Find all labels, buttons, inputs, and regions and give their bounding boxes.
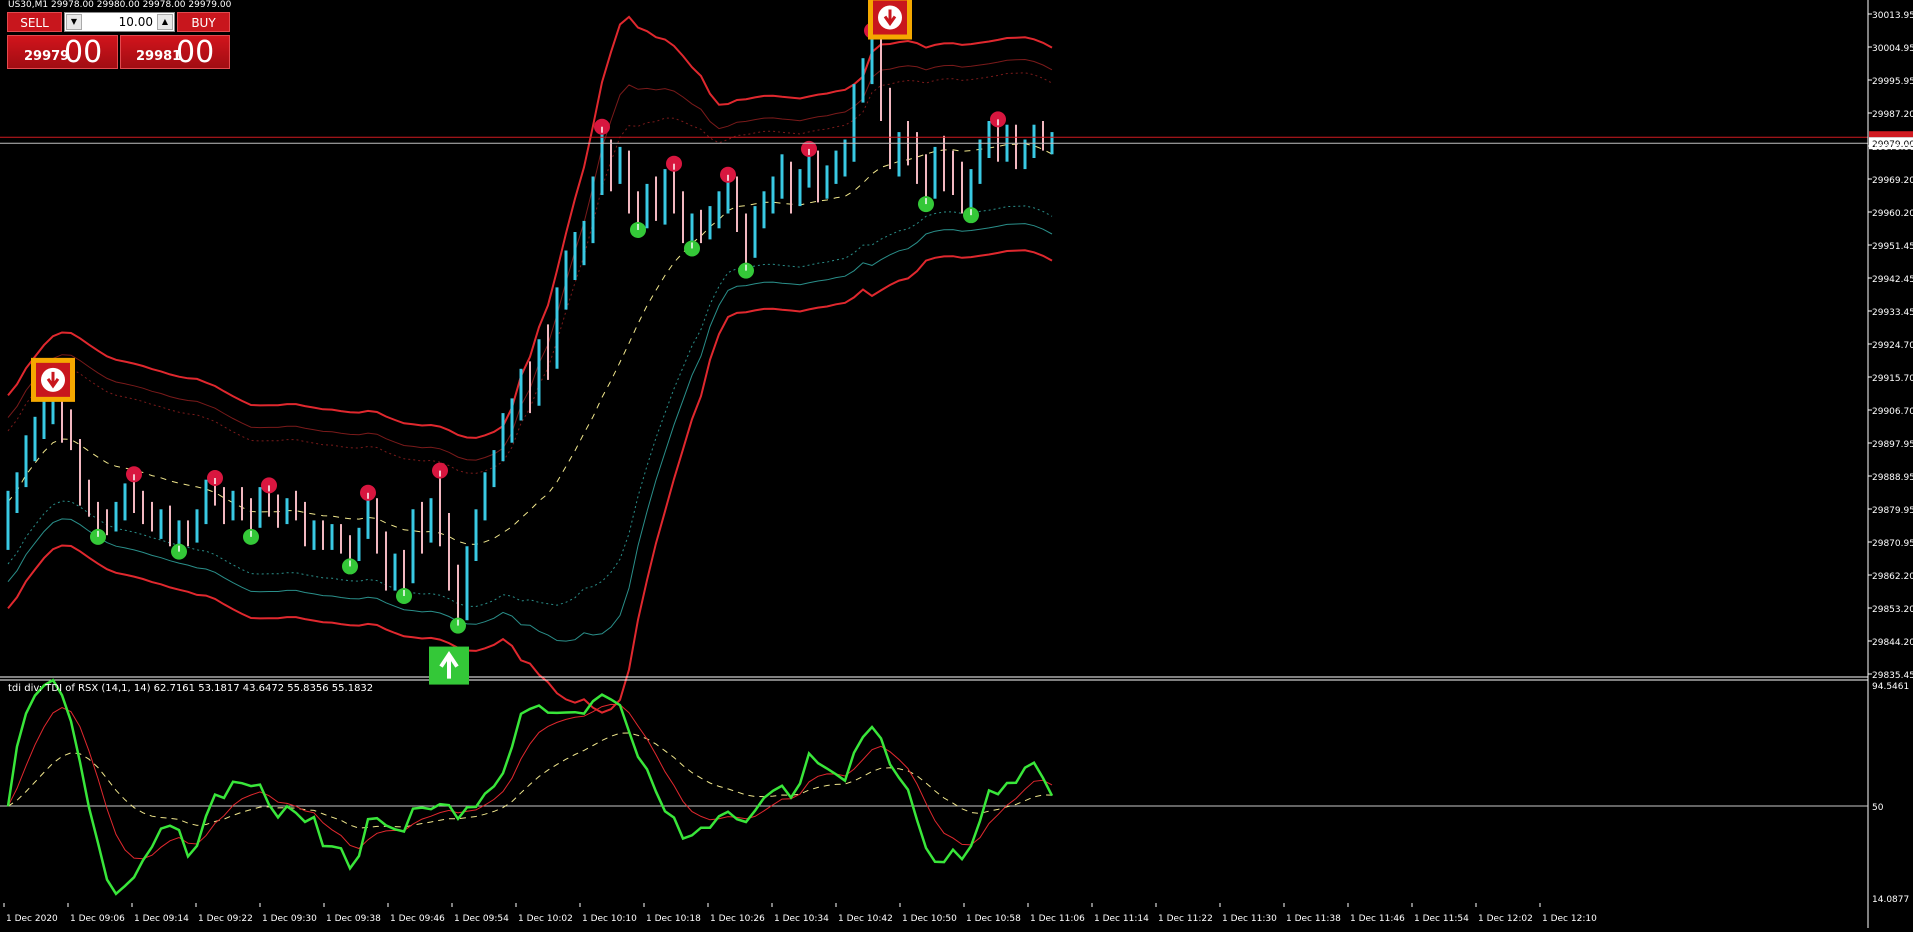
time-axis-label: 1 Dec 10:58 [966, 914, 1021, 924]
lot-size-field[interactable]: ▼ 10.00 ▲ [64, 12, 175, 32]
time-axis-label: 1 Dec 10:50 [902, 914, 957, 924]
time-axis-label: 1 Dec 10:02 [518, 914, 573, 924]
indicator-axis-top: 94.5461 [1872, 682, 1909, 692]
time-axis-label: 1 Dec 09:06 [70, 914, 125, 924]
current-price-label: 29979.00 [1872, 140, 1913, 150]
price-axis-label: 30013.95 [1872, 11, 1913, 21]
lower-band-dotted [7, 205, 1053, 608]
price-axis-label: 29862.20 [1872, 572, 1913, 582]
time-axis-label: 1 Dec 12:10 [1542, 914, 1597, 924]
price-axis: 30013.95 30004.95 29995.95 29987.20 29979.00… [1867, 0, 1913, 928]
price-axis-label: 29933.45 [1872, 308, 1913, 318]
one-click-trading-panel: SELL ▼ 10.00 ▲ BUY 29979 00 29981 00 [7, 10, 230, 70]
lower-band-teal [7, 223, 1053, 642]
tdi-price-line [6, 678, 1054, 896]
price-axis-label: 30004.95 [1872, 44, 1913, 54]
time-axis-label: 1 Dec 11:06 [1030, 914, 1085, 924]
upper-band-outer [7, 15, 1053, 439]
time-axis-label: 1 Dec 10:18 [646, 914, 701, 924]
price-axis-label: 29915.70 [1872, 374, 1913, 384]
sell-arrow-icon [46, 371, 60, 389]
buy-price-main: 29981 [136, 49, 182, 64]
indicator-window: 94.5461 50 14.0877 [0, 678, 1909, 905]
time-axis-label: 1 Dec 09:30 [262, 914, 317, 924]
time-axis-label: 1 Dec 11:46 [1350, 914, 1405, 924]
bid-price-tag [1869, 137, 1913, 150]
buy-button[interactable]: BUY [177, 12, 230, 32]
sell-price-main: 29979 [24, 49, 70, 64]
time-axis-label: 1 Dec 10:10 [582, 914, 637, 924]
price-bars [6, 28, 1054, 628]
buy-price-pips: 00 [176, 35, 215, 70]
chart-title: US30,M1 29978.00 29980.00 29978.00 29979… [8, 0, 232, 10]
price-lines: 29979.00 [0, 131, 1913, 681]
price-axis-label: 29995.95 [1872, 77, 1913, 87]
price-axis-label: 29987.20 [1872, 110, 1913, 120]
buy-price-button[interactable]: 29981 00 [120, 35, 230, 70]
tdi-market-base-line [7, 732, 1053, 829]
price-axis-label: 29924.70 [1872, 341, 1913, 351]
lot-increase-icon[interactable]: ▲ [157, 14, 173, 30]
arrow-signals [31, 0, 912, 685]
price-axis-label: 29960.20 [1872, 209, 1913, 219]
price-axis-label: 29835.45 [1872, 671, 1913, 681]
time-axis: 1 Dec 2020 1 Dec 09:06 1 Dec 09:14 1 Dec 09… [3, 903, 1597, 924]
time-axis-label: 1 Dec 12:02 [1478, 914, 1533, 924]
time-axis-label: 1 Dec 2020 [6, 914, 58, 924]
time-axis-label: 1 Dec 09:54 [454, 914, 509, 924]
time-axis-label: 1 Dec 10:26 [710, 914, 765, 924]
buy-dot-icon [684, 240, 700, 257]
price-axis-label: 29844.20 [1872, 638, 1913, 648]
price-axis-label: 29942.45 [1872, 275, 1913, 285]
price-axis-label: 29969.20 [1872, 176, 1913, 186]
price-axis-label: 29906.70 [1872, 407, 1913, 417]
time-axis-label: 1 Dec 11:22 [1158, 914, 1213, 924]
lot-size-value[interactable]: 10.00 [118, 15, 153, 29]
price-axis-label: 29888.95 [1872, 473, 1913, 483]
indicator-label: tdi div: TDI of RSX (14,1, 14) 62.7161 5… [8, 683, 374, 694]
time-axis-label: 1 Dec 09:46 [390, 914, 445, 924]
time-axis-label: 1 Dec 10:42 [838, 914, 893, 924]
indicator-axis-bottom: 14.0877 [1872, 895, 1909, 905]
time-axis-label: 1 Dec 11:38 [1286, 914, 1341, 924]
time-axis-label: 1 Dec 11:14 [1094, 914, 1149, 924]
lot-decrease-icon[interactable]: ▼ [66, 14, 82, 30]
price-axis-label: 29897.95 [1872, 440, 1913, 450]
sell-button[interactable]: SELL [7, 12, 62, 32]
time-axis-label: 1 Dec 09:38 [326, 914, 381, 924]
sell-arrow-icon [883, 9, 897, 27]
price-axis-label: 29870.95 [1872, 539, 1913, 549]
price-axis-label: 29951.45 [1872, 242, 1913, 252]
price-axis-label: 29853.20 [1872, 605, 1913, 615]
price-axis-label: 29879.95 [1872, 506, 1913, 516]
time-axis-label: 1 Dec 10:34 [774, 914, 829, 924]
time-axis-label: 1 Dec 09:22 [198, 914, 253, 924]
time-axis-label: 1 Dec 09:14 [134, 914, 189, 924]
sell-price-button[interactable]: 29979 00 [7, 35, 118, 70]
price-axis-label: 29979.00 [1872, 143, 1913, 153]
indicator-axis-mid: 50 [1872, 803, 1884, 813]
lower-band-outer [7, 249, 1053, 714]
sell-price-pips: 00 [64, 35, 103, 70]
buy-arrow-icon [439, 650, 459, 679]
time-axis-label: 1 Dec 11:54 [1414, 914, 1469, 924]
ask-price-tag [1869, 131, 1913, 138]
time-axis-label: 1 Dec 11:30 [1222, 914, 1277, 924]
